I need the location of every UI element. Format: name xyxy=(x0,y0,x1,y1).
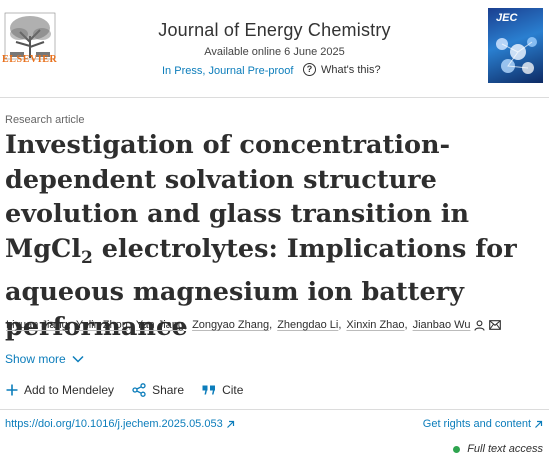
author-link[interactable]: Xinxin Zhao xyxy=(346,319,405,331)
article-type-label: Research article xyxy=(5,114,85,126)
article-header: ELSEVIER Journal of Energy Chemistry Ava… xyxy=(0,0,549,98)
author-link[interactable]: Yulin Zhou xyxy=(75,319,128,331)
author-separator: , xyxy=(67,319,71,331)
cover-artwork xyxy=(496,37,537,74)
full-text-access-badge: Full text access xyxy=(453,443,543,455)
publisher-logo-text[interactable]: ELSEVIER xyxy=(2,54,58,65)
author-separator: , xyxy=(338,319,342,331)
author-link[interactable]: Liyuan Jiang xyxy=(6,319,68,331)
doi-text: https://doi.org/10.1016/j.jechem.2025.05… xyxy=(5,418,223,430)
author-link[interactable]: Yan Jiang xyxy=(135,319,184,331)
add-to-mendeley-button[interactable]: Add to Mendeley xyxy=(6,383,114,397)
share-icon xyxy=(132,383,146,397)
cite-button[interactable]: Cite xyxy=(202,383,243,397)
article-title: Investigation of concentration-dependent… xyxy=(5,128,545,344)
person-icon[interactable] xyxy=(474,319,486,331)
rights-text: Get rights and content xyxy=(422,418,531,430)
author-link[interactable]: Zongyao Zhang xyxy=(192,319,270,331)
article-title-subscript: 2 xyxy=(81,247,93,268)
journal-cover-image[interactable]: JEC xyxy=(488,8,543,83)
author-list: Liyuan Jiang, Yulin Zhou, Yan Jiang, Zon… xyxy=(6,319,502,331)
chevron-down-icon xyxy=(72,355,84,363)
article-title-part1: Investigation of concentration-dependent… xyxy=(5,130,470,264)
question-circle-icon: ? xyxy=(303,63,316,76)
add-to-mendeley-label: Add to Mendeley xyxy=(24,383,115,397)
section-divider xyxy=(0,409,549,410)
pre-proof-status-link[interactable]: In Press, Journal Pre-proof xyxy=(162,65,294,77)
plus-icon xyxy=(6,384,18,396)
share-label: Share xyxy=(152,383,185,397)
author-link[interactable]: Jianbao Wu xyxy=(412,319,471,331)
author-separator: , xyxy=(269,319,273,331)
external-link-icon xyxy=(226,420,234,428)
whats-this-label: What's this? xyxy=(321,63,381,76)
email-icon[interactable] xyxy=(489,320,502,330)
external-link-icon xyxy=(535,420,543,428)
access-status-dot-icon xyxy=(453,445,461,453)
show-more-button[interactable]: Show more xyxy=(5,352,84,366)
article-actions: Add to Mendeley Share Cite xyxy=(6,383,261,397)
cover-title: JEC xyxy=(496,12,518,24)
author-separator: , xyxy=(184,319,188,331)
show-more-label: Show more xyxy=(5,352,66,366)
article-title-part2: electrolytes: Implications for aqueous m… xyxy=(5,233,517,342)
author-separator: , xyxy=(404,319,408,331)
rights-and-content-link[interactable]: Get rights and content xyxy=(423,418,543,430)
elsevier-tree-icon[interactable] xyxy=(4,8,56,66)
journal-title[interactable]: Journal of Energy Chemistry xyxy=(158,20,391,40)
cite-label: Cite xyxy=(222,383,244,397)
doi-link[interactable]: https://doi.org/10.1016/j.jechem.2025.05… xyxy=(5,418,235,430)
quote-icon xyxy=(202,385,216,395)
author-link[interactable]: Zhengdao Li xyxy=(277,319,339,331)
full-text-access-label: Full text access xyxy=(467,443,543,455)
corresponding-author-icons xyxy=(474,319,502,331)
share-button[interactable]: Share xyxy=(132,383,184,397)
author-separator: , xyxy=(127,319,131,331)
whats-this-button[interactable]: ? What's this? xyxy=(303,63,381,76)
available-online-date: Available online 6 June 2025 xyxy=(204,46,345,58)
